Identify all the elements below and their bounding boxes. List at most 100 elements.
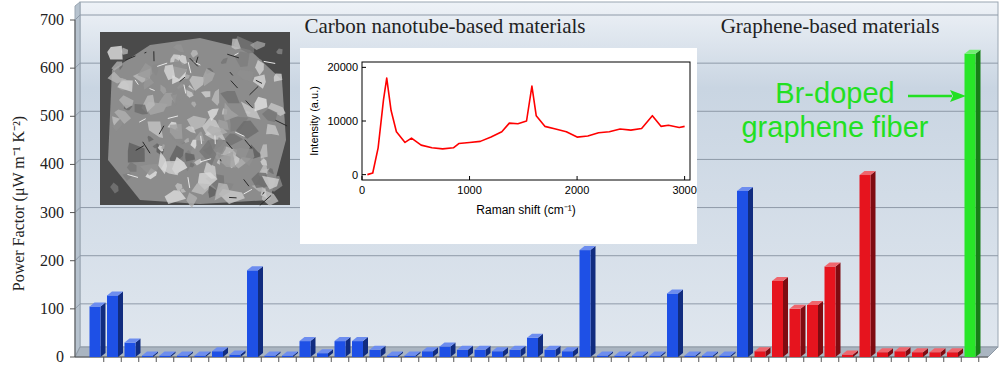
sem-texture	[191, 183, 209, 195]
sem-image	[100, 32, 290, 208]
bar-front	[125, 343, 136, 357]
sem-texture	[253, 75, 266, 89]
bar	[335, 337, 351, 357]
sem-ridge	[136, 146, 144, 151]
bar-front	[930, 352, 941, 357]
bar-side	[538, 334, 543, 357]
side-wall	[75, 2, 80, 357]
raman-line	[367, 78, 684, 175]
x-tick	[138, 357, 139, 362]
bar-top	[720, 352, 736, 356]
bar-front	[790, 309, 801, 357]
x-tick	[838, 357, 839, 362]
bar-top	[615, 352, 631, 356]
sem-texture	[218, 152, 236, 168]
x-tick	[908, 357, 909, 362]
bar-top	[772, 277, 788, 281]
bar-side	[818, 301, 823, 357]
bar-side	[836, 262, 841, 357]
sem-texture	[184, 138, 189, 143]
sem-ridge	[234, 53, 238, 55]
bar-front	[107, 295, 118, 357]
bar-top	[510, 346, 526, 350]
inset-y-tick-label: 20000	[327, 61, 358, 73]
bar	[842, 351, 858, 357]
sem-texture	[148, 136, 154, 142]
bar-front	[615, 356, 626, 357]
bar	[877, 348, 893, 357]
chart-canvas: 0100200300400500600700Power Factor (μW m…	[0, 0, 1006, 375]
sem-texture	[268, 168, 274, 174]
sem-texture	[110, 183, 119, 194]
x-tick	[278, 357, 279, 362]
bar-top	[405, 352, 421, 356]
sem-texture	[173, 45, 184, 53]
y-tick-label: 600	[40, 59, 64, 76]
x-tick	[226, 357, 227, 362]
sem-ridge	[250, 86, 259, 94]
bar-front	[807, 305, 818, 357]
x-tick	[191, 357, 192, 362]
bar-front	[405, 356, 416, 357]
sem-texture	[112, 116, 120, 125]
inset-x-axis-title: Raman shift (cm⁻¹)	[476, 203, 575, 217]
y-tick-label: 500	[40, 107, 64, 124]
sem-texture	[137, 63, 152, 80]
bar	[107, 291, 123, 357]
sem-texture	[237, 70, 254, 82]
sem-texture	[262, 190, 279, 206]
bar	[720, 352, 736, 357]
x-tick	[821, 357, 822, 362]
inset-y-tick	[362, 121, 366, 122]
sem-texture	[111, 61, 122, 70]
bar	[562, 347, 578, 357]
sem-texture	[144, 77, 155, 89]
y-tick	[70, 20, 75, 21]
x-tick	[593, 357, 594, 362]
sem-ridge	[230, 72, 233, 75]
sem-ridge	[226, 142, 232, 149]
sem-texture	[232, 148, 254, 167]
bar-front	[177, 356, 188, 357]
sem-texture	[255, 97, 268, 112]
bar	[947, 348, 963, 357]
x-tick	[768, 357, 769, 362]
bar	[527, 334, 543, 357]
x-tick	[926, 357, 927, 362]
sem-texture	[203, 68, 215, 86]
bar	[387, 352, 403, 357]
sem-ridge	[260, 195, 271, 205]
bar-front	[755, 351, 766, 357]
x-tick	[733, 357, 734, 362]
bar-front	[282, 356, 293, 357]
inset-y-axis-title: Intensity (a.u.)	[308, 86, 320, 156]
x-tick	[453, 357, 454, 362]
x-tick	[628, 357, 629, 362]
sem-texture	[208, 109, 219, 121]
sem-ridge	[231, 81, 238, 88]
inset-y-tick-label: 10000	[327, 115, 358, 127]
grid-line-edge	[75, 111, 80, 116]
bar	[300, 337, 316, 357]
inset-x-tick-label: 3000	[672, 184, 696, 196]
bar	[597, 352, 613, 357]
bar-top	[265, 352, 281, 356]
y-tick	[70, 308, 75, 309]
bar-top	[160, 352, 176, 356]
bar	[230, 351, 246, 357]
bar-top	[475, 346, 491, 350]
bar-top	[370, 346, 386, 350]
bar-top	[650, 352, 666, 356]
bar	[90, 302, 106, 357]
sem-texture	[158, 93, 173, 108]
x-tick	[401, 357, 402, 362]
x-tick	[716, 357, 717, 362]
x-tick	[873, 357, 874, 362]
y-tick	[70, 357, 75, 358]
y-tick-label: 300	[40, 204, 64, 221]
sem-texture	[225, 134, 244, 147]
sem-texture	[127, 162, 137, 172]
x-tick	[296, 357, 297, 362]
x-tick	[243, 357, 244, 362]
sem-ridge	[220, 159, 222, 161]
